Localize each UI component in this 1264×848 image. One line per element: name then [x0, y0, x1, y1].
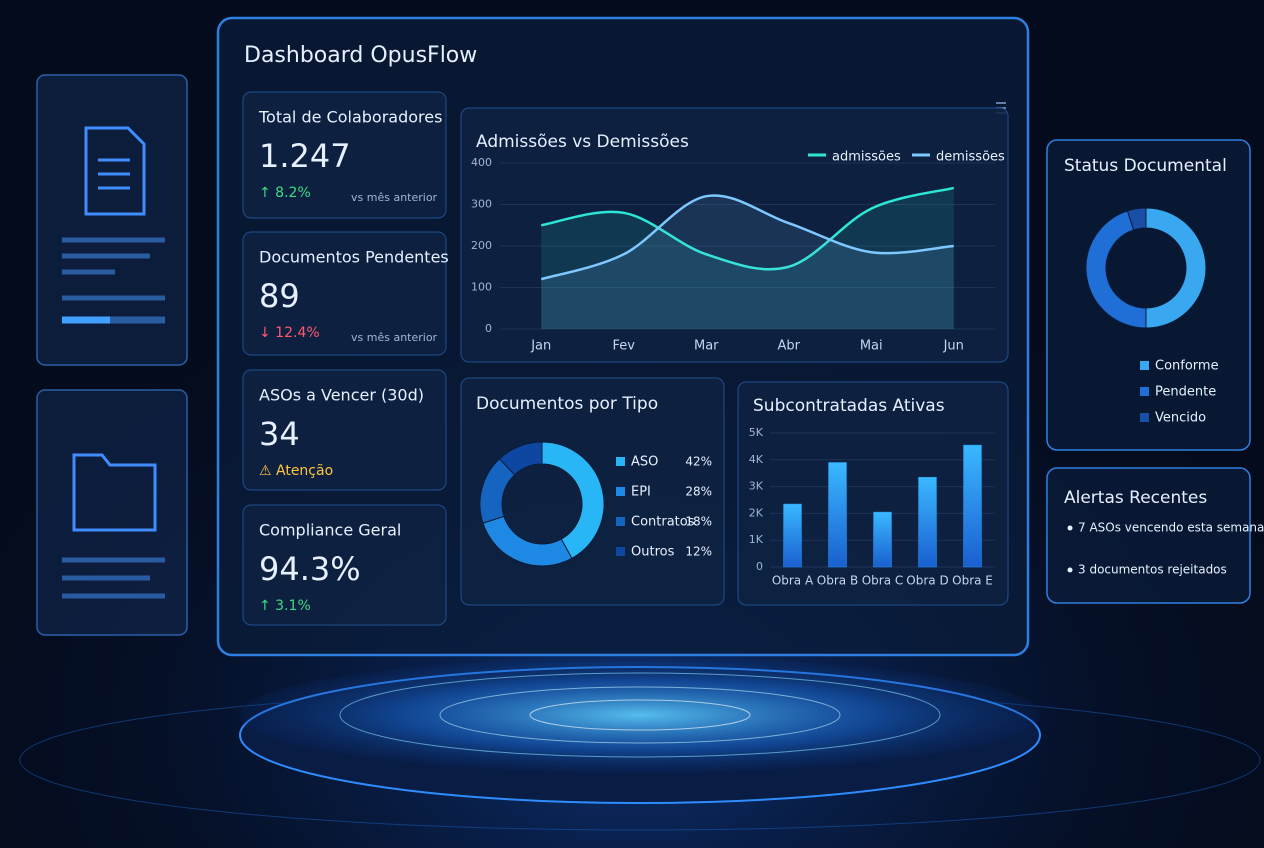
- bar: [918, 476, 937, 568]
- kpi-label: Total de Colaboradores: [258, 108, 442, 127]
- legend-label: EPI: [631, 485, 651, 500]
- y-tick-label: 5K: [749, 426, 764, 439]
- legend-swatch: [616, 517, 625, 526]
- kpi-note: vs mês anterior: [351, 331, 438, 344]
- kpi-label: Documentos Pendentes: [259, 248, 449, 267]
- kpi-value: 1.247: [259, 137, 351, 175]
- x-tick-label: Jun: [943, 339, 964, 354]
- series-area: [541, 195, 954, 329]
- x-tick-label: Mai: [860, 339, 883, 354]
- y-tick-label: 200: [471, 239, 492, 252]
- x-tick-label: Fev: [613, 339, 636, 354]
- value-label: 18%: [685, 515, 712, 529]
- value-label: 42%: [685, 455, 712, 469]
- donut-segment: [1085, 210, 1147, 329]
- legend-swatch: [1140, 387, 1149, 396]
- x-tick-label: Mar: [694, 339, 719, 354]
- legend-label: Contratos: [631, 515, 695, 530]
- donut-segment: [498, 441, 543, 476]
- legend-label: Vencido: [1155, 411, 1206, 426]
- kpi-delta: ⚠ Atenção: [259, 463, 333, 479]
- x-tick-label: Obra A: [772, 574, 814, 588]
- y-tick-label: 400: [471, 156, 492, 169]
- decor-document-panel: [36, 74, 188, 366]
- alerts-title: Alertas Recentes: [1064, 488, 1207, 508]
- y-tick-label: 0: [485, 322, 492, 335]
- value-label: 12%: [685, 545, 712, 559]
- chart-title: Subcontratadas Ativas: [753, 396, 945, 416]
- kpi-delta: ↓ 12.4%: [259, 325, 320, 341]
- legend-swatch: [616, 457, 625, 466]
- y-tick-label: 0: [756, 560, 763, 573]
- alert-item: 7 ASOs vencendo esta semana: [1078, 521, 1264, 535]
- kpi-label: Compliance Geral: [259, 521, 401, 540]
- x-tick-label: Obra B: [817, 574, 858, 588]
- x-tick-label: Jan: [530, 339, 551, 354]
- y-tick-label: 1K: [749, 533, 764, 546]
- alert-bullet: [1067, 525, 1073, 531]
- status-panel: [1046, 139, 1251, 451]
- legend-label: Pendente: [1155, 385, 1216, 400]
- x-tick-label: Obra C: [862, 574, 904, 588]
- line-chart-card: [460, 107, 1009, 363]
- donut-segment: [1145, 207, 1207, 329]
- x-tick-label: Obra D: [906, 574, 948, 588]
- legend-swatch: [1140, 361, 1149, 370]
- kpi-delta: ↑ 3.1%: [259, 598, 311, 614]
- bar: [963, 444, 982, 568]
- dashboard-title: Dashboard OpusFlow: [244, 43, 477, 68]
- chart-title: Documentos por Tipo: [476, 394, 658, 414]
- legend-swatch: [616, 547, 625, 556]
- chart-title: Status Documental: [1064, 156, 1227, 176]
- bar: [873, 511, 892, 568]
- donut-segment: [1126, 207, 1147, 231]
- legend-label: ASO: [631, 455, 658, 470]
- kpi-delta: ↑ 8.2%: [259, 185, 311, 201]
- kpi-card: [242, 504, 447, 626]
- decor-folder-panel: [36, 389, 188, 636]
- kpi-value: 94.3%: [259, 550, 361, 588]
- x-tick-label: Obra E: [952, 574, 993, 588]
- series-line: [540, 194, 954, 281]
- value-label: 28%: [685, 485, 712, 499]
- legend-swatch: [616, 487, 625, 496]
- bar-chart-card: [737, 381, 1009, 606]
- legend-label: Conforme: [1155, 359, 1219, 374]
- y-tick-label: 2K: [749, 506, 764, 519]
- legend-label: admissões: [832, 150, 901, 165]
- alerts-panel: [1046, 467, 1251, 604]
- y-tick-label: 300: [471, 198, 492, 211]
- legend-swatch: [1140, 413, 1149, 422]
- kpi-note: vs mês anterior: [351, 191, 438, 204]
- kpi-value: 34: [259, 415, 300, 453]
- kpi-card: [242, 91, 447, 219]
- legend-label: Outros: [631, 545, 675, 560]
- y-tick-label: 3K: [749, 480, 764, 493]
- x-tick-label: Abr: [778, 339, 801, 354]
- kpi-card: [242, 231, 447, 356]
- kpi-label: ASOs a Vencer (30d): [259, 386, 424, 405]
- y-tick-label: 100: [471, 281, 492, 294]
- platform: [19, 657, 1261, 831]
- chart-title: Admissões vs Demissões: [476, 132, 689, 152]
- alert-item: 3 documentos rejeitados: [1078, 563, 1227, 577]
- alert-bullet: [1067, 567, 1073, 573]
- bar: [828, 462, 847, 568]
- kpi-card: [242, 369, 447, 491]
- series-line: [541, 186, 955, 271]
- kpi-value: 89: [259, 277, 300, 315]
- legend-label: demissões: [936, 150, 1005, 165]
- bar: [783, 503, 802, 568]
- y-tick-label: 4K: [749, 453, 764, 466]
